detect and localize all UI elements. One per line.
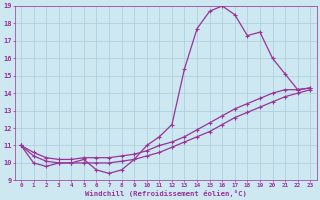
X-axis label: Windchill (Refroidissement éolien,°C): Windchill (Refroidissement éolien,°C) [85, 190, 247, 197]
